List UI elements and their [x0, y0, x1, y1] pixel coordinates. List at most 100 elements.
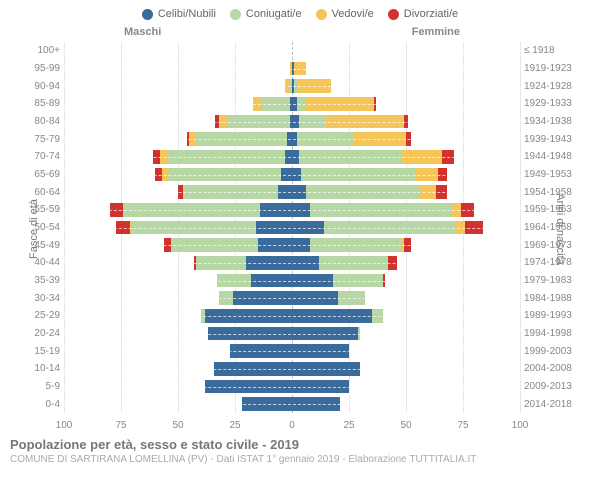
- age-label: 10-14: [26, 363, 60, 374]
- bar-segment: [285, 150, 292, 164]
- age-label: 20-24: [26, 328, 60, 339]
- birth-year-label: 1919-1923: [524, 63, 580, 74]
- age-row: 95-991919-1923: [64, 60, 520, 78]
- bar-segment: [436, 185, 447, 199]
- legend-label: Celibi/Nubili: [158, 8, 216, 20]
- age-row: 80-841934-1938: [64, 113, 520, 131]
- bar-segment: [319, 256, 387, 270]
- bar-segment: [292, 256, 319, 270]
- bar-segment: [324, 221, 456, 235]
- female-bar: [292, 380, 520, 394]
- x-tick-label: 25: [343, 420, 354, 431]
- bar-segment: [294, 62, 305, 76]
- bar-segment: [358, 327, 360, 341]
- bar-segment: [219, 291, 233, 305]
- x-tick-label: 75: [457, 420, 468, 431]
- age-label: 90-94: [26, 81, 60, 92]
- birth-year-label: 2004-2008: [524, 363, 580, 374]
- age-row: 45-491969-1973: [64, 236, 520, 254]
- male-bar: [64, 256, 292, 270]
- birth-year-label: 1994-1998: [524, 328, 580, 339]
- bar-segment: [253, 97, 262, 111]
- age-row: 20-241994-1998: [64, 325, 520, 343]
- bar-segment: [292, 362, 360, 376]
- bar-segment: [217, 274, 251, 288]
- bar-segment: [260, 203, 292, 217]
- age-label: 30-34: [26, 293, 60, 304]
- grid-line: [520, 42, 521, 413]
- male-bar: [64, 79, 292, 93]
- age-label: 25-29: [26, 310, 60, 321]
- age-row: 10-142004-2008: [64, 360, 520, 378]
- legend-item: Vedovi/e: [316, 8, 374, 20]
- age-row: 35-391979-1983: [64, 272, 520, 290]
- birth-year-label: 1949-1953: [524, 169, 580, 180]
- legend-swatch-single: [142, 9, 153, 20]
- age-row: 85-891929-1933: [64, 95, 520, 113]
- female-bar: [292, 309, 520, 323]
- legend-item: Divorziati/e: [388, 8, 458, 20]
- bar-segment: [228, 115, 290, 129]
- bar-segment: [214, 362, 292, 376]
- age-row: 55-591959-1963: [64, 201, 520, 219]
- male-bar: [64, 274, 292, 288]
- age-row: 65-691949-1953: [64, 166, 520, 184]
- birth-year-label: 1944-1948: [524, 151, 580, 162]
- bar-segment: [292, 238, 310, 252]
- female-label: Femmine: [412, 26, 460, 38]
- bar-segment: [171, 238, 258, 252]
- gender-labels: Maschi Femmine: [64, 26, 520, 38]
- bar-segment: [278, 185, 292, 199]
- bar-segment: [256, 221, 292, 235]
- bar-segment: [292, 380, 349, 394]
- bar-segment: [333, 274, 383, 288]
- bar-segment: [465, 221, 483, 235]
- bar-segment: [205, 309, 292, 323]
- bar-segment: [246, 256, 292, 270]
- male-bar: [64, 291, 292, 305]
- birth-year-label: 1974-1978: [524, 257, 580, 268]
- age-label: 75-79: [26, 134, 60, 145]
- chart-footer: Popolazione per età, sesso e stato civil…: [10, 437, 590, 465]
- male-bar: [64, 221, 292, 235]
- female-bar: [292, 185, 520, 199]
- bar-segment: [452, 203, 461, 217]
- bar-segment: [383, 274, 385, 288]
- birth-year-label: ≤ 1918: [524, 45, 580, 56]
- bar-segment: [420, 185, 436, 199]
- female-bar: [292, 168, 520, 182]
- bar-segment: [292, 115, 299, 129]
- age-row: 15-191999-2003: [64, 342, 520, 360]
- birth-year-label: 1934-1938: [524, 116, 580, 127]
- birth-year-label: 1939-1943: [524, 134, 580, 145]
- age-label: 35-39: [26, 275, 60, 286]
- bar-segment: [415, 168, 438, 182]
- birth-year-label: 1979-1983: [524, 275, 580, 286]
- legend-label: Coniugati/e: [246, 8, 302, 20]
- chart-rows: 100+≤ 191895-991919-192390-941924-192885…: [64, 42, 520, 413]
- bar-segment: [116, 221, 130, 235]
- bar-segment: [123, 203, 260, 217]
- male-bar: [64, 62, 292, 76]
- age-row: 60-641954-1958: [64, 183, 520, 201]
- bar-segment: [301, 168, 415, 182]
- male-bar: [64, 132, 292, 146]
- bar-segment: [205, 380, 292, 394]
- bar-segment: [230, 344, 292, 358]
- birth-year-label: 1989-1993: [524, 310, 580, 321]
- male-bar: [64, 327, 292, 341]
- age-row: 100+≤ 1918: [64, 42, 520, 60]
- age-label: 60-64: [26, 187, 60, 198]
- age-label: 80-84: [26, 116, 60, 127]
- bar-segment: [388, 256, 397, 270]
- bar-segment: [292, 221, 324, 235]
- bar-segment: [299, 150, 402, 164]
- plot-area: 100+≤ 191895-991919-192390-941924-192885…: [64, 42, 520, 413]
- bar-segment: [326, 115, 404, 129]
- bar-segment: [292, 397, 340, 411]
- age-label: 0-4: [26, 399, 60, 410]
- male-bar: [64, 185, 292, 199]
- bar-segment: [292, 274, 333, 288]
- bar-segment: [155, 168, 162, 182]
- bar-segment: [242, 397, 292, 411]
